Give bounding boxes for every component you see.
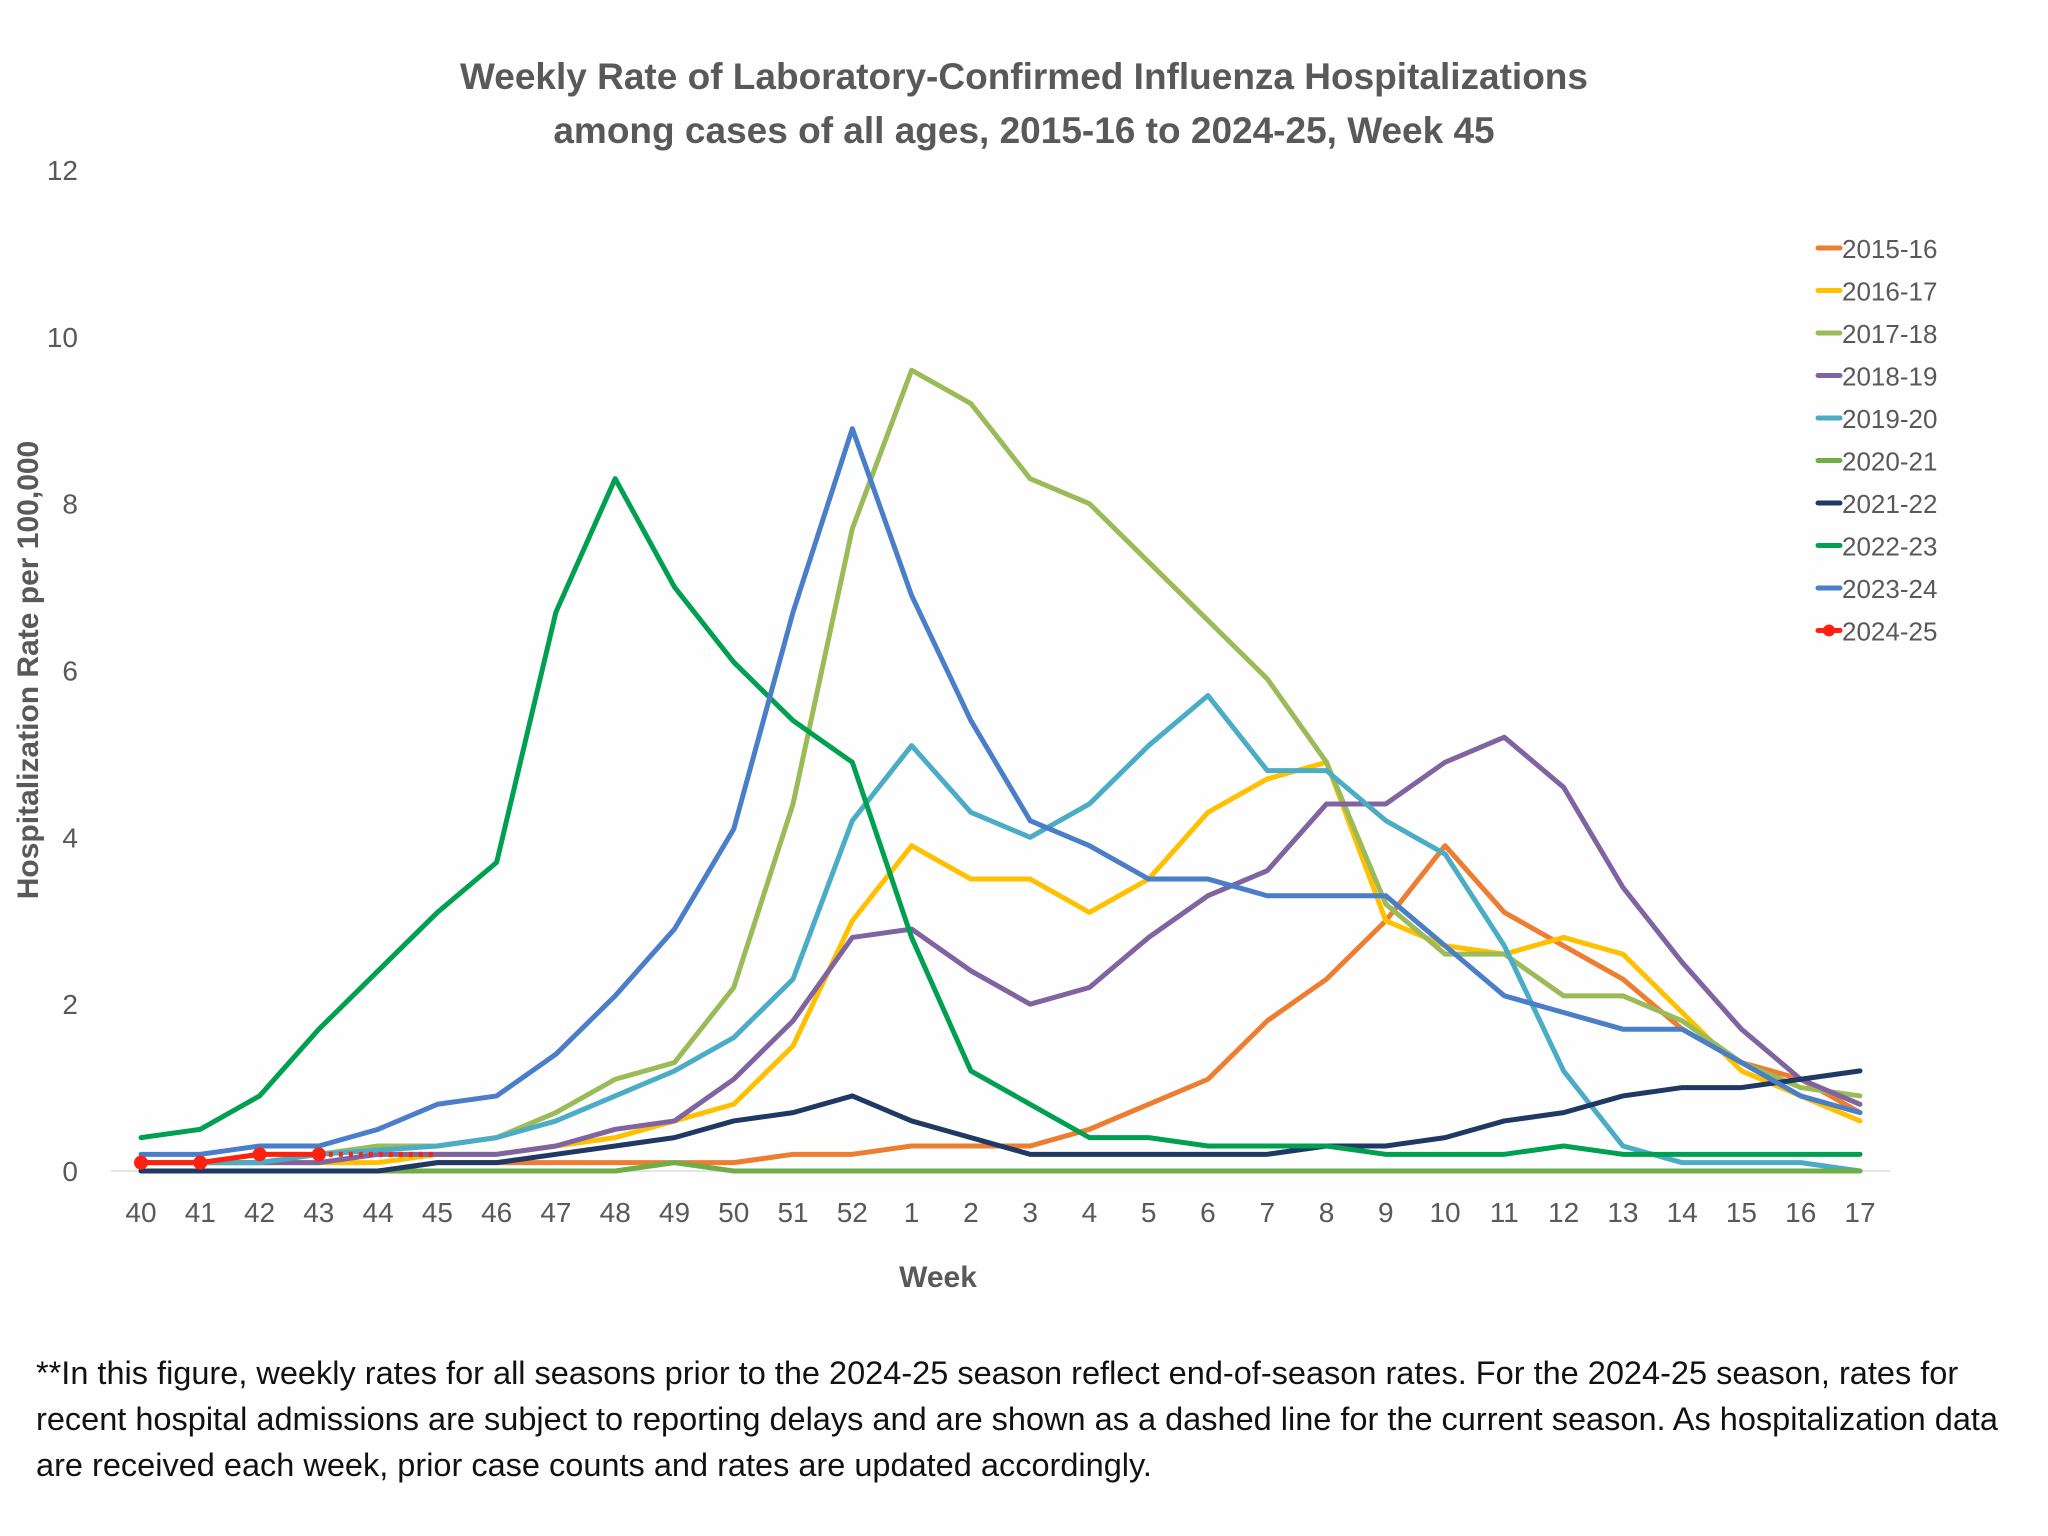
x-tick-label: 44: [363, 1197, 394, 1228]
x-tick-label: 48: [600, 1197, 631, 1228]
footnote: **In this figure, weekly rates for all s…: [36, 1355, 1998, 1483]
legend-item: 2023-24: [1815, 574, 1937, 604]
series-line: [138, 734, 1863, 1166]
legend-label: 2019-20: [1842, 404, 1937, 434]
legend-item: 2017-18: [1815, 319, 1937, 349]
legend-label: 2022-23: [1842, 532, 1937, 562]
y-tick-label: 10: [47, 322, 78, 353]
data-point: [311, 1147, 326, 1162]
legend-item: 2018-19: [1815, 362, 1937, 392]
series-line: [138, 1151, 322, 1166]
y-tick-label: 4: [62, 822, 78, 853]
series-2022-23: [138, 476, 1863, 1157]
series-line: [138, 476, 1863, 1157]
x-tick-label: 16: [1785, 1197, 1816, 1228]
y-tick-label: 12: [47, 155, 78, 186]
x-axis-label: Week: [899, 1261, 977, 1294]
legend-label: 2018-19: [1842, 362, 1937, 392]
legend-label: 2017-18: [1842, 319, 1937, 349]
x-tick-label: 1: [904, 1197, 920, 1228]
legend-item: 2015-16: [1815, 234, 1937, 264]
x-tick-label: 40: [125, 1197, 156, 1228]
series-line: [138, 1068, 1863, 1174]
x-tick-label: 47: [540, 1197, 571, 1228]
x-tick-label: 15: [1726, 1197, 1757, 1228]
series-2024-25: [134, 1147, 438, 1170]
chart-subtitle: among cases of all ages, 2015-16 to 2024…: [553, 110, 1495, 151]
series-2023-24: [138, 426, 1863, 1157]
legend-label: 2021-22: [1842, 489, 1937, 519]
y-axis-label: Hospitalization Rate per 100,000: [12, 441, 45, 900]
x-tick-label: 6: [1200, 1197, 1216, 1228]
legend-label: 2015-16: [1842, 234, 1937, 264]
x-tick-label: 11: [1490, 1197, 1519, 1228]
y-tick-label: 6: [62, 656, 78, 687]
legend-label: 2023-24: [1842, 574, 1937, 604]
data-point: [134, 1155, 148, 1170]
legend-item: 2024-25: [1815, 617, 1937, 647]
x-tick-label: 5: [1141, 1197, 1157, 1228]
x-tick-label: 2: [963, 1197, 979, 1228]
series-line: [138, 693, 1863, 1174]
legend-label: 2016-17: [1842, 277, 1937, 307]
x-tick-label: 14: [1667, 1197, 1698, 1228]
legend-label: 2020-21: [1842, 447, 1937, 477]
legend-item: 2019-20: [1815, 404, 1937, 434]
x-tick-label: 8: [1319, 1197, 1335, 1228]
x-tick-label: 52: [837, 1197, 868, 1228]
series-line: [138, 1160, 1863, 1174]
series-line: [138, 426, 1863, 1157]
x-tick-label: 43: [303, 1197, 334, 1228]
x-tick-label: 41: [185, 1197, 216, 1228]
x-tick-label: 17: [1844, 1197, 1875, 1228]
chart-title: Weekly Rate of Laboratory-Confirmed Infl…: [460, 56, 1588, 97]
legend-item: 2016-17: [1815, 277, 1937, 307]
x-tick-label: 9: [1378, 1197, 1394, 1228]
x-tick-label: 42: [244, 1197, 275, 1228]
x-tick-label: 7: [1259, 1197, 1275, 1228]
series-2021-22: [138, 1068, 1863, 1174]
y-tick-label: 2: [62, 989, 78, 1020]
legend-marker: [1823, 624, 1835, 637]
x-tick-label: 10: [1429, 1197, 1460, 1228]
y-tick-label: 8: [62, 489, 78, 520]
legend-item: 2022-23: [1815, 532, 1937, 562]
x-tick-label: 51: [777, 1197, 808, 1228]
legend-item: 2020-21: [1815, 447, 1937, 477]
series-2020-21: [138, 1160, 1863, 1174]
y-tick-label: 0: [62, 1156, 78, 1187]
x-tick-label: 49: [659, 1197, 690, 1228]
data-point: [252, 1147, 267, 1162]
data-point: [193, 1155, 208, 1170]
x-tick-label: 4: [1082, 1197, 1098, 1228]
x-tick-label: 50: [718, 1197, 749, 1228]
series-2019-20: [138, 693, 1863, 1174]
x-tick-label: 45: [422, 1197, 453, 1228]
x-tick-label: 13: [1607, 1197, 1638, 1228]
x-tick-label: 46: [481, 1197, 512, 1228]
legend-item: 2021-22: [1815, 489, 1937, 519]
legend-label: 2024-25: [1842, 617, 1937, 647]
x-tick-label: 12: [1548, 1197, 1579, 1228]
series-2018-19: [138, 734, 1863, 1166]
x-tick-label: 3: [1022, 1197, 1038, 1228]
